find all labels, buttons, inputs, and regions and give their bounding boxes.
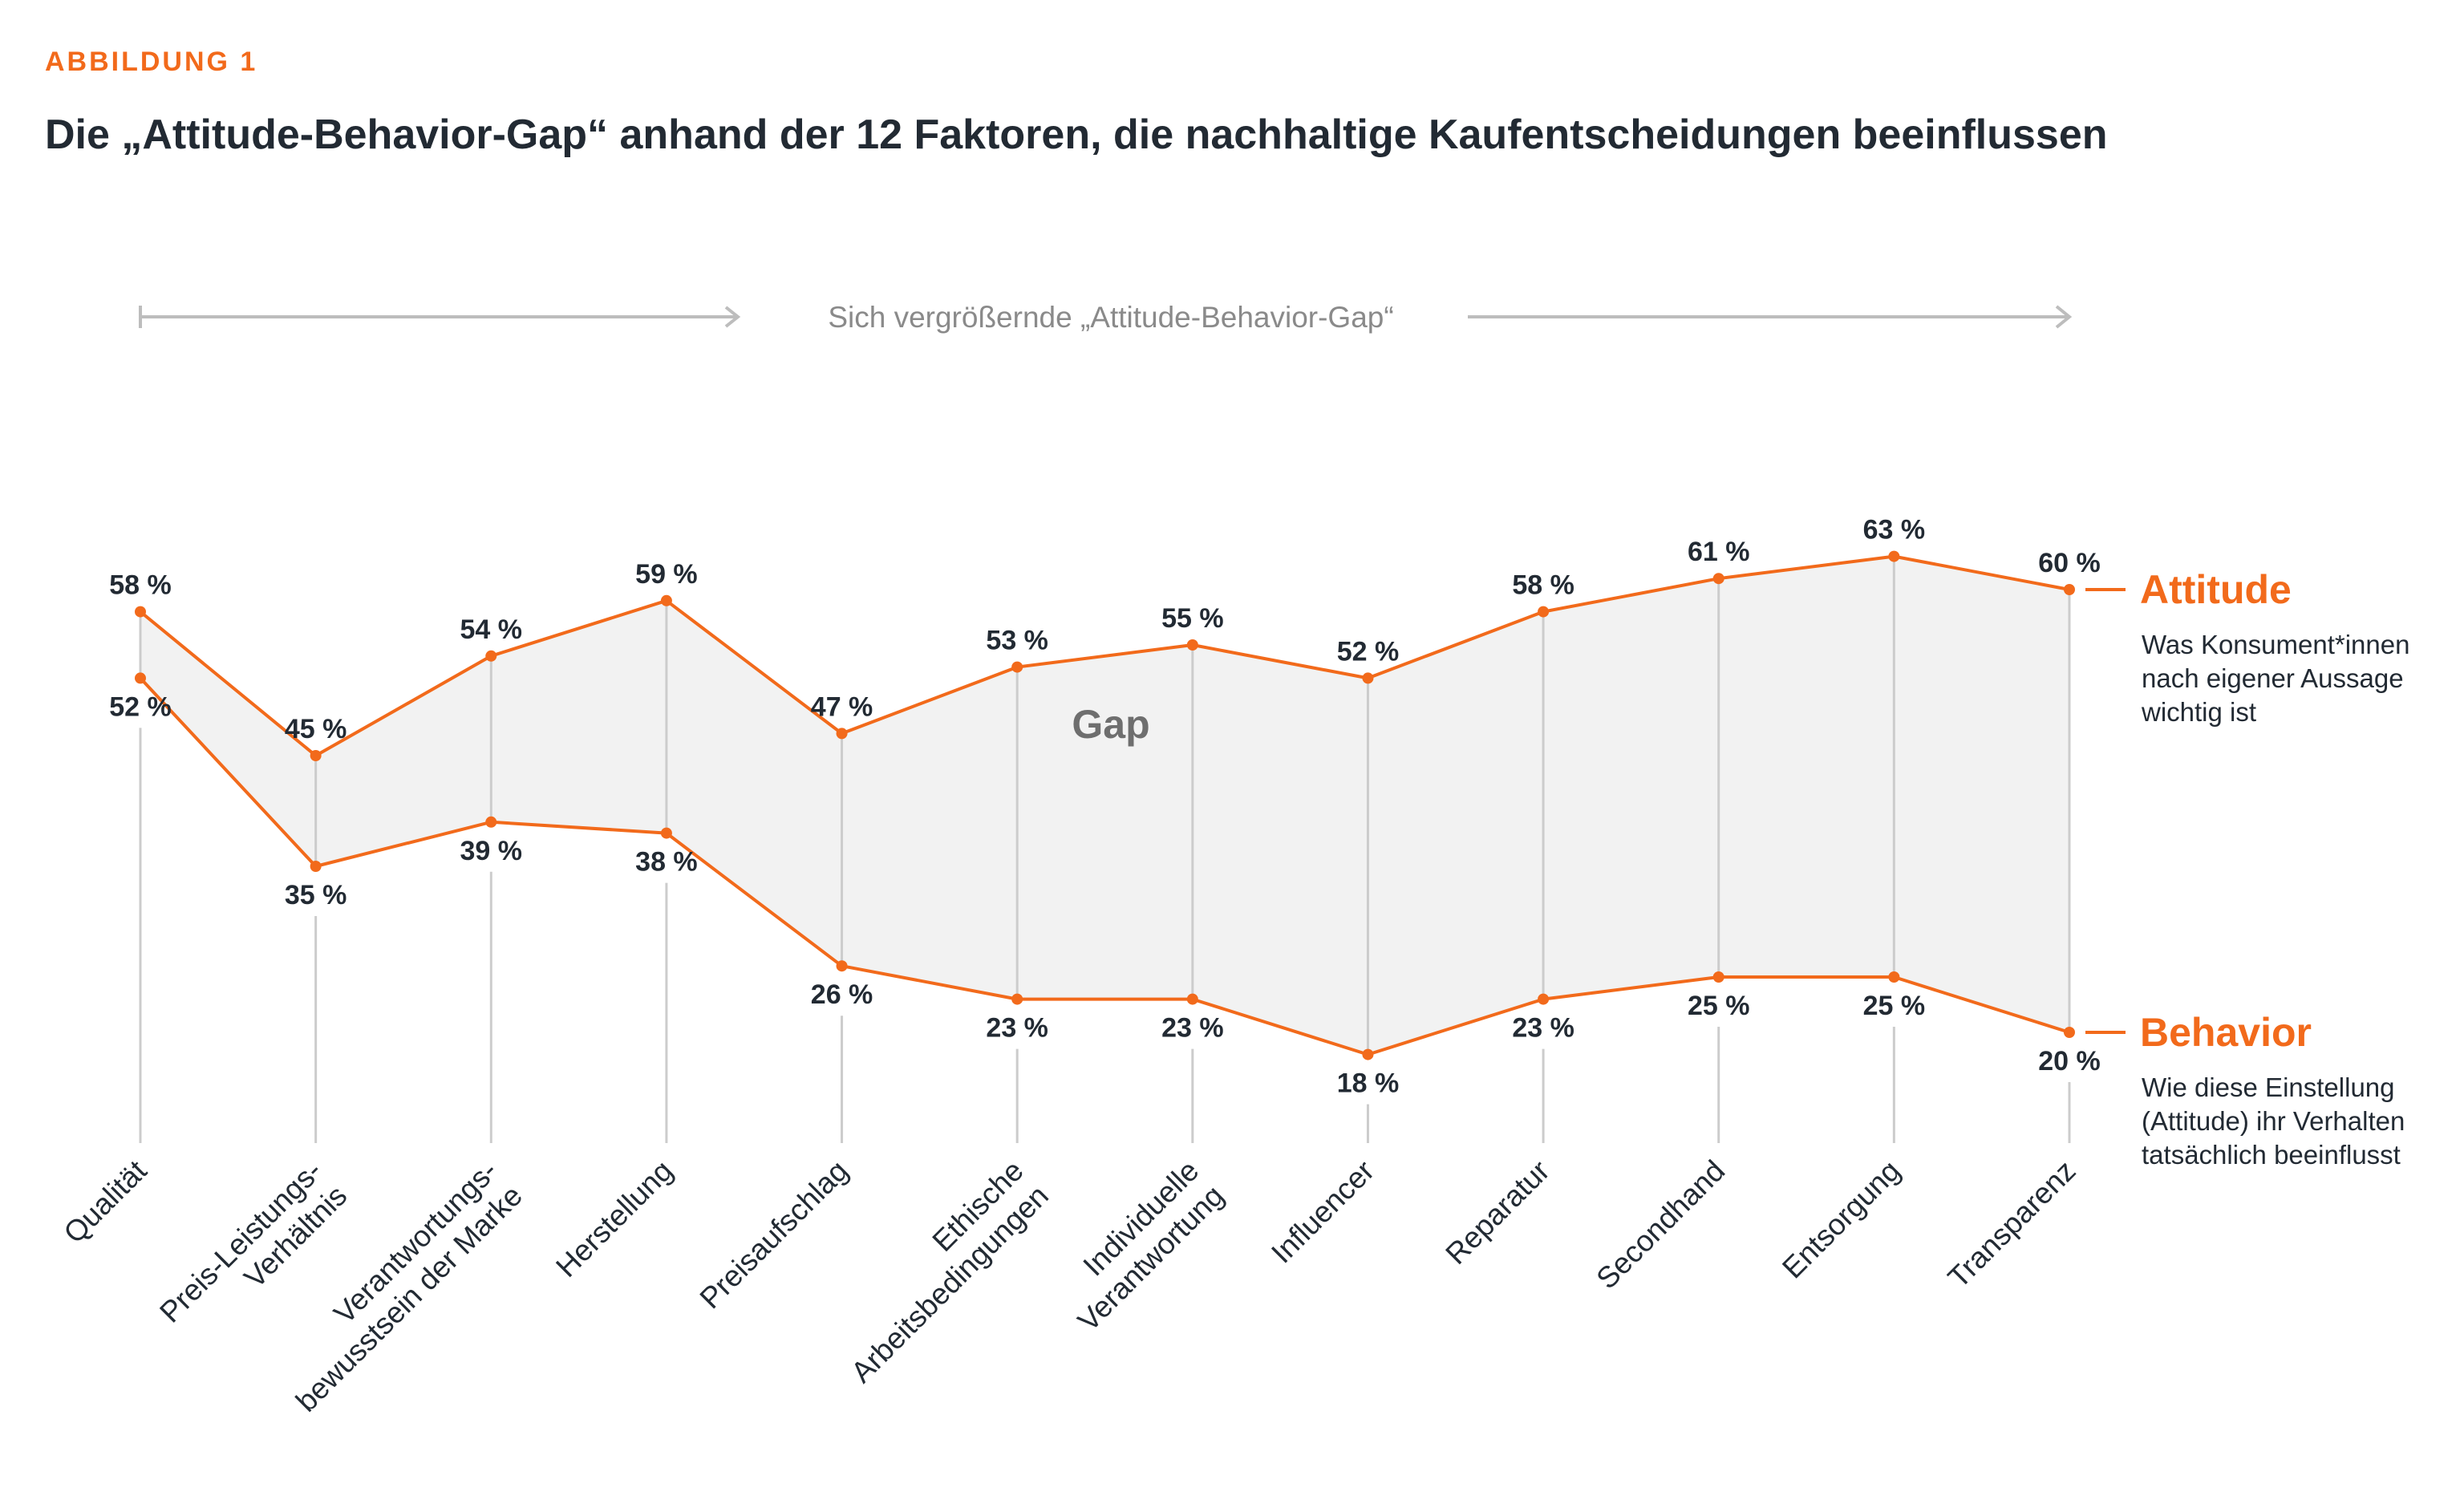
x-tick-label: Qualität	[57, 1153, 153, 1250]
category-label: EthischeArbeitsbedingungen	[820, 1154, 1055, 1389]
behavior-value-label: 26 %	[811, 979, 873, 1010]
x-tick-label: Reparatur	[1439, 1154, 1555, 1271]
attitude-point	[660, 594, 672, 606]
x-tick-label: Influencer	[1265, 1154, 1380, 1270]
x-tick-label: Secondhand	[1590, 1154, 1731, 1295]
behavior-value-label: 23 %	[1161, 1013, 1224, 1044]
attitude-point	[485, 650, 497, 662]
behavior-value-label: 25 %	[1688, 991, 1750, 1021]
behavior-point	[2064, 1027, 2075, 1038]
arrow-head-left	[724, 306, 741, 328]
attitude-point	[2064, 584, 2075, 595]
attitude-point	[310, 750, 322, 761]
behavior-value-label: 39 %	[460, 836, 523, 866]
behavior-point	[485, 816, 497, 828]
attitude-point	[1712, 573, 1724, 585]
behavior-value-label: 38 %	[635, 847, 698, 878]
attitude-point	[1362, 672, 1374, 684]
x-tick-label: Entsorgung	[1776, 1154, 1907, 1285]
behavior-value-label: 52 %	[109, 691, 172, 722]
behavior-legend-title: Behavior	[2140, 1010, 2312, 1055]
attitude-line	[139, 554, 2070, 757]
x-tick-label: Transparenz	[1942, 1154, 2082, 1295]
behavior-point	[1186, 993, 1198, 1005]
attitude-point	[1011, 661, 1023, 673]
behavior-point	[1011, 993, 1023, 1005]
gap-area	[140, 556, 2069, 1055]
behavior-point	[1712, 971, 1724, 983]
attitude-value-label: 53 %	[986, 626, 1048, 656]
behavior-point	[1538, 993, 1550, 1005]
attitude-value-label: 58 %	[1512, 570, 1574, 601]
behavior-value-label: 35 %	[285, 880, 347, 910]
category-label: Secondhand	[1590, 1154, 1731, 1295]
behavior-point	[1888, 971, 1900, 983]
attitude-point	[1538, 606, 1550, 618]
behavior-point	[310, 861, 322, 872]
category-label: Influencer	[1265, 1154, 1380, 1270]
category-label: Preis-Leistungs-Verhältnis	[153, 1154, 353, 1354]
attitude-value-label: 45 %	[285, 714, 347, 744]
attitude-value-label: 54 %	[460, 614, 523, 645]
attitude-value-label: 63 %	[1863, 515, 1926, 545]
attitude-value-label: 55 %	[1161, 603, 1224, 634]
behavior-legend-description: Wie diese Einstellung	[2142, 1072, 2395, 1102]
behavior-point	[135, 672, 146, 684]
behavior-value-label: 23 %	[986, 1013, 1048, 1044]
attitude-value-label: 58 %	[109, 570, 172, 601]
behavior-value-label: 18 %	[1337, 1068, 1400, 1099]
category-label: Reparatur	[1439, 1154, 1555, 1271]
attitude-legend-description: Was Konsument*innen	[2142, 630, 2409, 659]
figure-title: Die „Attitude-Behavior-Gap“ anhand der 1…	[45, 111, 2108, 158]
attitude-value-label: 60 %	[2038, 548, 2101, 578]
category-label: Qualität	[57, 1153, 153, 1250]
attitude-point	[1888, 550, 1900, 562]
attitude-point	[135, 606, 146, 618]
gap-arrow-label: Sich vergrößernde „Attitude-Behavior-Gap…	[828, 301, 1393, 334]
figure-kicker: ABBILDUNG 1	[45, 47, 258, 77]
attitude-value-label: 52 %	[1337, 636, 1400, 667]
attitude-value-label: 59 %	[635, 559, 698, 590]
x-tick-label: Herstellung	[549, 1154, 679, 1283]
category-label: Preisaufschlag	[694, 1154, 855, 1316]
behavior-value-label: 20 %	[2038, 1046, 2101, 1076]
behavior-value-label: 23 %	[1512, 1013, 1574, 1044]
behavior-point	[660, 827, 672, 839]
behavior-point	[836, 960, 848, 972]
category-label: Transparenz	[1942, 1154, 2082, 1295]
attitude-legend-description: nach eigener Aussage	[2142, 663, 2404, 693]
behavior-legend-description: tatsächlich beeinflusst	[2142, 1140, 2401, 1170]
x-tick-label: IndividuelleVerantwortung	[1047, 1154, 1230, 1338]
attitude-point	[836, 728, 848, 740]
arrow-head-right	[2055, 305, 2073, 329]
behavior-value-label: 25 %	[1863, 991, 1926, 1021]
category-label: Herstellung	[549, 1154, 679, 1283]
category-label: IndividuelleVerantwortung	[1047, 1154, 1230, 1338]
behavior-point	[1362, 1048, 1374, 1060]
x-tick-label: Preisaufschlag	[694, 1154, 855, 1316]
attitude-point	[1186, 639, 1198, 651]
attitude-legend-title: Attitude	[2140, 567, 2292, 612]
category-label: Entsorgung	[1776, 1154, 1907, 1285]
gap-label: Gap	[1072, 702, 1149, 747]
attitude-value-label: 61 %	[1688, 537, 1750, 567]
behavior-legend-description: (Attitude) ihr Verhalten	[2142, 1106, 2405, 1136]
x-tick-label: Preis-Leistungs-Verhältnis	[153, 1154, 353, 1354]
x-tick-label: EthischeArbeitsbedingungen	[820, 1154, 1055, 1389]
behavior-line	[139, 677, 2070, 1056]
attitude-value-label: 47 %	[811, 691, 873, 722]
attitude-legend-description: wichtig ist	[2141, 697, 2256, 727]
